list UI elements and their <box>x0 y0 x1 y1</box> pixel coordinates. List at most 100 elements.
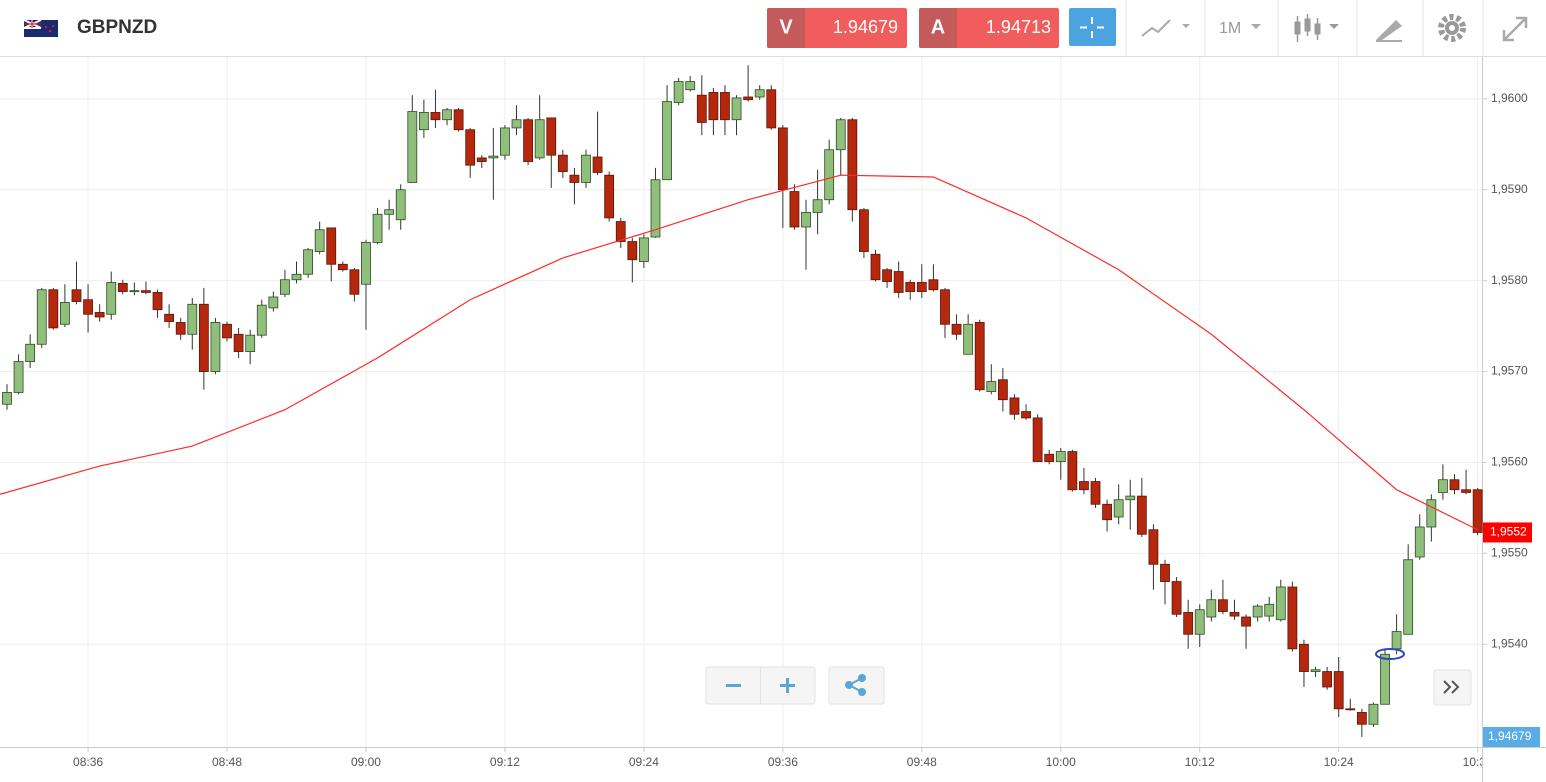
candle-body <box>1090 481 1101 505</box>
candle-body <box>731 97 742 121</box>
zoom-controls <box>705 666 885 705</box>
settings-button[interactable] <box>1438 14 1466 42</box>
candle-body <box>511 119 522 129</box>
symbol: GBPNZD <box>77 17 157 38</box>
x-tick-label: 09:24 <box>629 755 659 769</box>
candle-body <box>303 249 313 275</box>
timeframe-button[interactable]: 1M <box>1219 20 1261 37</box>
toolbar-separators <box>1125 0 1484 56</box>
candle-body <box>129 290 140 293</box>
candle-body <box>673 81 684 103</box>
candle-body <box>1183 612 1194 635</box>
bid-price-label: 1,94679 <box>1488 729 1532 743</box>
x-tick-label: 09:00 <box>351 755 381 769</box>
y-tick-label: 1,9600 <box>1491 91 1528 105</box>
buy-button[interactable]: A 1.94713 <box>919 8 1059 48</box>
candle-body <box>1194 609 1205 635</box>
candle-body <box>928 279 939 291</box>
candle-body <box>1380 653 1390 705</box>
candle-body <box>280 279 290 295</box>
candle-body <box>1368 703 1379 725</box>
candle-body <box>442 109 452 121</box>
candle-body <box>754 89 765 98</box>
timeframe: 1M <box>1219 20 1241 37</box>
candle-body <box>615 221 626 242</box>
candle-body <box>141 290 151 293</box>
sell-button[interactable]: V 1.94679 <box>767 8 907 48</box>
candle-body <box>1241 616 1251 627</box>
candle-body <box>604 174 615 219</box>
sell-price: 1.94679 <box>833 17 898 37</box>
candle-body <box>1079 481 1089 491</box>
x-tick-label: 10:12 <box>1185 755 1215 769</box>
fullscreen-button[interactable] <box>1502 16 1528 42</box>
candle-body <box>1438 479 1448 493</box>
candle-body <box>812 199 823 213</box>
candle-body <box>557 154 568 172</box>
candle-body <box>1044 453 1055 462</box>
candle-body <box>2 392 12 405</box>
candle-body <box>523 119 533 162</box>
candle-body <box>500 127 510 156</box>
zoom-in-button[interactable] <box>780 678 795 693</box>
candle-body <box>1125 495 1136 501</box>
sell-label: V <box>779 16 793 38</box>
candle-body <box>1461 489 1471 493</box>
chart-type-button[interactable] <box>1294 14 1339 42</box>
candle-body <box>882 269 892 282</box>
indicator-button[interactable] <box>1141 19 1190 37</box>
candle-body <box>1171 581 1182 615</box>
candle-body <box>847 119 858 211</box>
candle-body <box>1009 397 1020 415</box>
x-tick-label: 10:36 <box>1463 755 1493 769</box>
x-tick-label: 10:24 <box>1324 755 1354 769</box>
candle-body <box>986 381 997 392</box>
candle-body <box>36 289 47 345</box>
candle-body <box>1345 708 1356 711</box>
moving-average-line <box>0 174 1478 531</box>
zoom-out-button[interactable] <box>726 684 741 687</box>
candle-body <box>650 179 661 238</box>
candle-body <box>685 81 696 91</box>
candle-body <box>198 303 209 372</box>
candle-body <box>581 154 591 183</box>
candle-body <box>789 191 800 228</box>
x-tick-label: 09:36 <box>768 755 798 769</box>
candle-body <box>1391 631 1402 650</box>
candle-body <box>430 112 441 121</box>
crosshair-button[interactable] <box>1069 8 1116 46</box>
x-tick-label: 08:48 <box>212 755 242 769</box>
y-tick-label: 1,9550 <box>1491 546 1528 560</box>
candle-body <box>720 92 730 121</box>
candle-body <box>361 242 371 285</box>
share-button[interactable] <box>828 666 885 705</box>
candle-body <box>13 361 24 393</box>
candle-body <box>1322 671 1333 688</box>
flag-icon <box>23 19 58 37</box>
candle-body <box>384 209 395 215</box>
candle-body <box>222 323 232 339</box>
candle-body <box>870 253 881 281</box>
candle-body <box>1403 559 1414 635</box>
candle-body <box>1113 499 1124 518</box>
candle-body <box>106 282 117 315</box>
candle-body <box>372 213 383 243</box>
candle-body <box>256 304 267 336</box>
y-tick-label: 1,9580 <box>1491 273 1528 287</box>
candle-body <box>1310 669 1321 672</box>
candle-body <box>1206 599 1217 618</box>
candle-body <box>708 92 719 121</box>
candle-body <box>1160 563 1170 582</box>
candle-body <box>534 119 545 159</box>
candle-body <box>395 189 406 221</box>
candle-body <box>569 174 580 183</box>
candle-body <box>974 322 985 391</box>
y-tick-label: 1,9590 <box>1491 182 1528 196</box>
candle-body <box>407 111 418 183</box>
scroll-right-button[interactable] <box>1433 669 1472 706</box>
candle-body <box>164 313 175 322</box>
draw-tool-button[interactable] <box>1376 20 1402 42</box>
candle-body <box>152 292 163 311</box>
candle-body <box>1055 451 1066 462</box>
candle-body <box>835 119 846 151</box>
